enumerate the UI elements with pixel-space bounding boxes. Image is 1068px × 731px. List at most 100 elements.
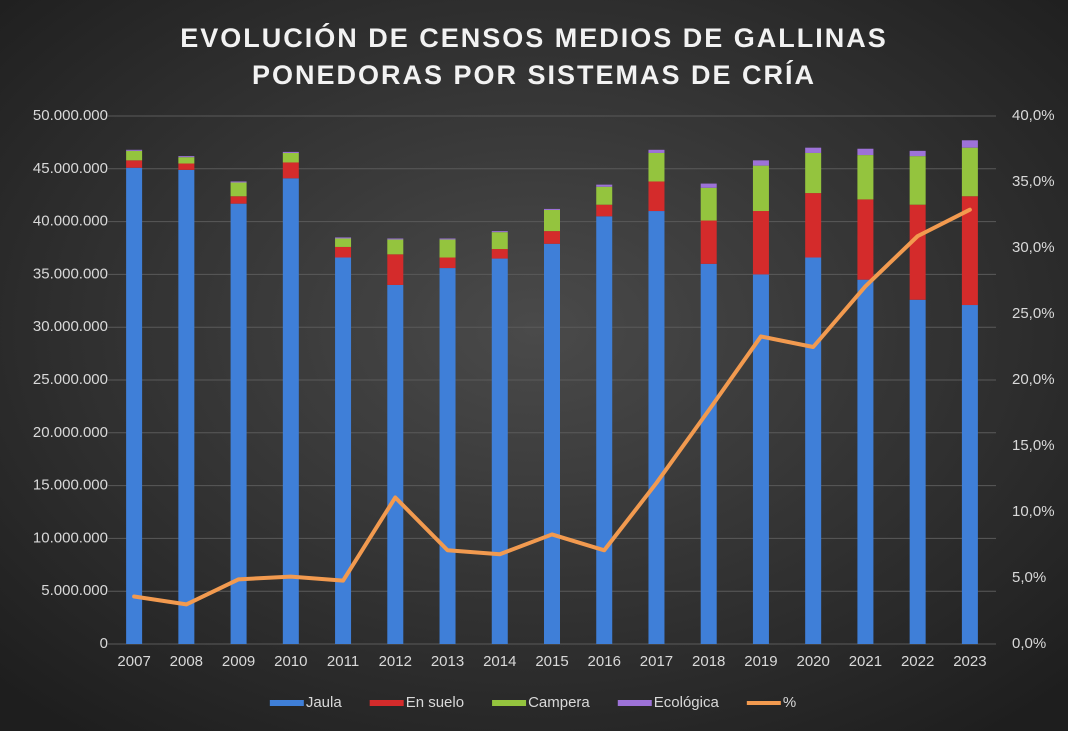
bar-segment bbox=[387, 239, 404, 255]
bar-segment bbox=[491, 249, 508, 259]
y-tick-label: 20.000.000 bbox=[33, 424, 108, 441]
bar-segment bbox=[857, 155, 874, 200]
bar-segment bbox=[126, 160, 143, 168]
bar-segment bbox=[700, 220, 717, 264]
bar-segment bbox=[909, 156, 926, 205]
legend-label: En suelo bbox=[406, 694, 464, 711]
bar-segment bbox=[282, 151, 299, 153]
y-tick-label: 15.000.000 bbox=[33, 477, 108, 494]
x-tick-label: 2019 bbox=[744, 653, 777, 670]
legend-label: Jaula bbox=[306, 694, 343, 711]
x-tick-label: 2007 bbox=[117, 653, 150, 670]
bar-segment bbox=[909, 150, 926, 157]
bar-segment bbox=[961, 147, 978, 197]
bar-segment bbox=[544, 231, 560, 244]
y2-tick-label: 35,0% bbox=[1012, 173, 1055, 190]
x-tick-label: 2013 bbox=[431, 653, 464, 670]
chart-title: EVOLUCIÓN DE CENSOS MEDIOS DE GALLINAS bbox=[180, 22, 888, 53]
legend-swatch bbox=[492, 700, 527, 706]
bar-segment bbox=[439, 268, 456, 644]
bar-segment bbox=[648, 149, 665, 153]
bar-segment bbox=[178, 169, 195, 644]
bar-segment bbox=[439, 257, 456, 269]
y-tick-label: 0 bbox=[100, 635, 108, 652]
bar-segment bbox=[805, 193, 822, 258]
legend-label: Campera bbox=[528, 694, 590, 711]
x-tick-label: 2021 bbox=[849, 653, 882, 670]
bar-segment bbox=[700, 263, 717, 644]
x-tick-label: 2008 bbox=[170, 653, 203, 670]
y2-tick-label: 10,0% bbox=[1012, 503, 1055, 520]
bar-segment bbox=[491, 232, 508, 250]
bar-segment bbox=[752, 274, 769, 644]
bar-segment bbox=[544, 243, 560, 644]
bar-segment bbox=[857, 199, 874, 280]
bar-segment bbox=[335, 238, 352, 247]
bar-segment bbox=[491, 258, 508, 644]
y-tick-label: 35.000.000 bbox=[33, 265, 108, 282]
bar-segment bbox=[230, 196, 247, 204]
y-tick-label: 40.000.000 bbox=[33, 213, 108, 230]
bar-segment bbox=[596, 184, 613, 187]
x-tick-label: 2016 bbox=[588, 653, 621, 670]
y2-tick-label: 25,0% bbox=[1012, 305, 1055, 322]
bar-segment bbox=[282, 152, 299, 163]
bar-segment bbox=[961, 196, 978, 306]
bar-segment bbox=[230, 182, 247, 197]
bar-segment bbox=[961, 305, 978, 644]
bar-segment bbox=[178, 163, 195, 170]
bar-segment bbox=[909, 204, 926, 300]
x-tick-label: 2010 bbox=[274, 653, 307, 670]
y2-tick-label: 15,0% bbox=[1012, 437, 1055, 454]
x-tick-label: 2011 bbox=[327, 653, 359, 670]
bar-segment bbox=[857, 148, 874, 156]
bar-segment bbox=[126, 150, 143, 161]
y-tick-label: 45.000.000 bbox=[33, 160, 108, 177]
legend-swatch bbox=[369, 700, 404, 706]
y-tick-label: 30.000.000 bbox=[33, 318, 108, 335]
bar-segment bbox=[857, 279, 874, 644]
bar-segment bbox=[752, 160, 769, 166]
y-tick-label: 5.000.000 bbox=[41, 582, 108, 599]
bar-segment bbox=[544, 208, 560, 210]
bar-segment bbox=[700, 183, 717, 188]
bar-segment bbox=[700, 187, 717, 221]
x-tick-label: 2012 bbox=[379, 653, 412, 670]
legend-swatch bbox=[269, 700, 304, 706]
bar-segment bbox=[126, 149, 143, 151]
x-tick-label: 2018 bbox=[692, 653, 725, 670]
legend-label: % bbox=[783, 694, 796, 711]
x-tick-label: 2017 bbox=[640, 653, 673, 670]
bar-segment bbox=[596, 204, 613, 217]
bar-segment bbox=[648, 152, 665, 182]
x-tick-label: 2022 bbox=[901, 653, 934, 670]
y2-tick-label: 0,0% bbox=[1012, 635, 1046, 652]
bar-segment bbox=[335, 246, 352, 258]
bar-segment bbox=[282, 162, 299, 179]
line-series bbox=[132, 207, 972, 607]
bar-segment bbox=[491, 231, 508, 233]
bar-segment bbox=[596, 216, 613, 644]
bar-segment bbox=[439, 238, 456, 240]
x-tick-label: 2014 bbox=[483, 653, 516, 670]
bar-segment bbox=[178, 157, 195, 164]
bar-segment bbox=[648, 181, 665, 212]
bar-segment bbox=[805, 257, 822, 644]
x-tick-label: 2009 bbox=[222, 653, 255, 670]
x-tick-label: 2015 bbox=[535, 653, 568, 670]
y2-tick-label: 20,0% bbox=[1012, 371, 1055, 388]
y2-tick-label: 5,0% bbox=[1012, 569, 1046, 586]
y2-tick-label: 40,0% bbox=[1012, 107, 1055, 124]
legend-swatch bbox=[617, 700, 652, 706]
bar-segment bbox=[752, 165, 769, 212]
bar-segment bbox=[439, 239, 456, 258]
bar-segment bbox=[909, 299, 926, 644]
y2-tick-label: 30,0% bbox=[1012, 239, 1055, 256]
bar-segment bbox=[544, 209, 560, 232]
bar-segment bbox=[648, 211, 665, 645]
bar-segment bbox=[230, 203, 247, 644]
y-tick-label: 25.000.000 bbox=[33, 371, 108, 388]
bar-segment bbox=[805, 152, 822, 194]
